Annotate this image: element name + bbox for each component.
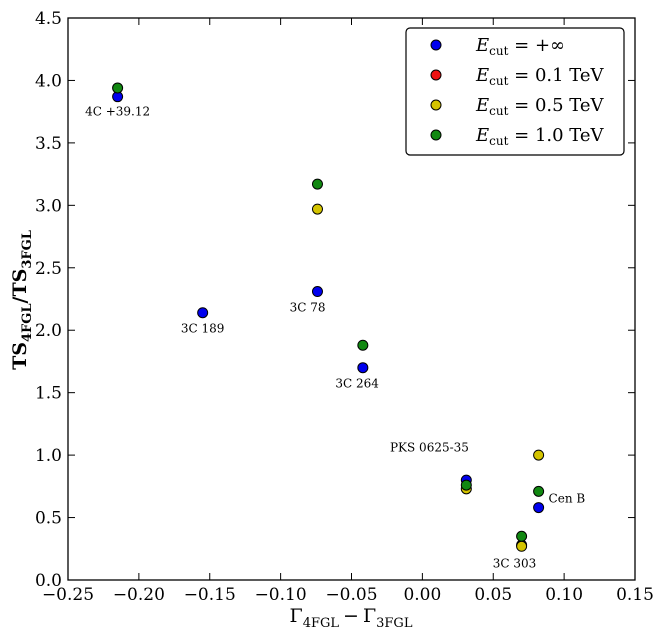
x-axis-title-minus: −: [343, 605, 359, 627]
data-point: [533, 502, 545, 514]
point-annotation: 3C 303: [493, 557, 537, 571]
data-point: [357, 362, 369, 374]
plot-frame: [67, 17, 636, 581]
y-axis-title-sub-3fgl: 3FGL: [20, 230, 35, 269]
y-axis-title: TS4FGL/TS3FGL: [9, 230, 35, 370]
legend-label-1-0-tev: Ecut = 1.0 TeV: [475, 125, 605, 148]
x-axis-title-gamma: Γ: [290, 605, 303, 627]
data-point: [112, 82, 124, 94]
point-annotation: Cen B: [549, 492, 586, 506]
point-annotation: 3C 264: [335, 377, 379, 391]
x-axis-title-sub-4fgl: 4FGL: [303, 616, 340, 631]
data-point: [533, 485, 545, 497]
legend-box: [405, 27, 625, 156]
data-point: [311, 286, 323, 298]
y-tick-label: 4.0: [35, 71, 62, 91]
data-point: [516, 530, 528, 542]
x-tick-label: −0.05: [325, 585, 377, 605]
data-point: [197, 307, 209, 319]
legend-marker-infinity: [430, 39, 442, 51]
annotation-layer: 4C +39.12 3C 189 3C 78 3C 264 PKS 0625-35 Cen…: [85, 104, 585, 570]
point-annotation: 4C +39.12: [85, 104, 150, 118]
x-tick-label: 0.15: [616, 585, 654, 605]
y-tick-label: 1.0: [35, 446, 62, 466]
legend-marker-1-0-tev: [430, 129, 442, 141]
y-tick-label: 0.5: [35, 509, 62, 529]
legend-marker-0-1-tev: [430, 69, 442, 81]
y-tick-label: 3.5: [35, 134, 62, 154]
legend-marker-0-5-tev: [430, 99, 442, 111]
point-annotation: 3C 189: [181, 322, 225, 336]
y-tick-label: 1.5: [35, 384, 62, 404]
y-tick-label: 0.0: [35, 571, 62, 591]
x-axis-title-sub-3fgl: 3FGL: [376, 616, 413, 631]
x-tick-label: −0.15: [184, 585, 236, 605]
legend-label-0-5-tev: Ecut = 0.5 TeV: [475, 95, 605, 118]
point-annotation: 3C 78: [290, 300, 326, 314]
x-tick-label: −0.10: [255, 585, 307, 605]
legend: Ecut = +∞ Ecut = 0.1 TeV Ecut = 0.5 TeV …: [405, 27, 625, 156]
y-axis-title-ts: TS: [9, 342, 31, 370]
x-tick-label: 0.10: [545, 585, 583, 605]
data-point: [311, 178, 323, 190]
data-point: [533, 449, 545, 461]
tick-layer: −0.25 −0.20 −0.15 −0.10 −0.05 0.00 0.05 0.10 0.1…: [35, 9, 654, 605]
x-axis-title: Γ4FGL − Γ3FGL: [290, 605, 413, 631]
data-point-layer: [112, 82, 545, 552]
data-point: [460, 479, 472, 491]
x-tick-label: 0.05: [474, 585, 512, 605]
y-axis-title-sub-4fgl: 4FGL: [20, 303, 35, 342]
y-tick-label: 2.5: [35, 259, 62, 279]
x-tick-label: 0.00: [403, 585, 441, 605]
x-tick-label: −0.25: [42, 585, 94, 605]
y-tick-label: 2.0: [35, 321, 62, 341]
data-point: [516, 540, 528, 552]
data-point: [357, 339, 369, 351]
legend-label-0-1-tev: Ecut = 0.1 TeV: [475, 65, 605, 88]
y-tick-label: 3.0: [35, 196, 62, 216]
x-axis-title-gamma-2: Γ: [363, 605, 376, 627]
point-annotation: PKS 0625-35: [390, 440, 469, 454]
y-tick-label: 4.5: [35, 9, 62, 29]
legend-label-infinity: Ecut = +∞: [475, 35, 565, 58]
data-point: [311, 203, 323, 215]
y-axis-title-slash-ts: /TS: [9, 269, 31, 304]
x-tick-label: −0.20: [113, 585, 165, 605]
